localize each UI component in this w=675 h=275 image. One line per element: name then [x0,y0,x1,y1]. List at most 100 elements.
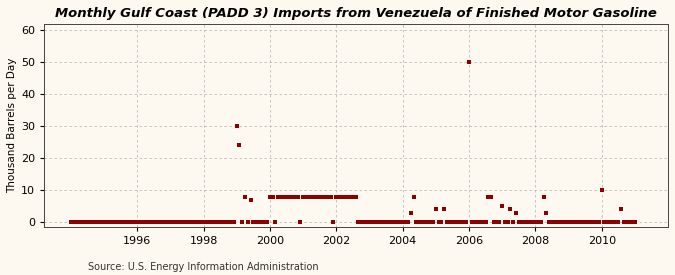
Point [422,220,433,224]
Point [350,194,361,199]
Point [353,220,364,224]
Point [386,220,397,224]
Point [497,204,508,208]
Point [85,220,96,224]
Point [217,220,228,224]
Point [574,220,585,224]
Point [176,220,187,224]
Point [549,220,560,224]
Point [621,220,632,224]
Point [373,220,383,224]
Point [192,220,203,224]
Point [262,220,273,224]
Point [450,220,460,224]
Point [555,220,566,224]
Point [486,194,497,199]
Point [146,220,157,224]
Point [348,194,358,199]
Point [630,220,641,224]
Point [588,220,599,224]
Point [290,194,300,199]
Point [323,194,333,199]
Point [154,220,165,224]
Point [204,220,215,224]
Point [516,220,527,224]
Point [602,220,613,224]
Point [464,60,475,64]
Point [308,194,319,199]
Point [109,220,120,224]
Point [295,220,306,224]
Point [522,220,533,224]
Point [71,220,82,224]
Point [76,220,87,224]
Point [284,194,295,199]
Point [583,220,593,224]
Point [248,220,259,224]
Point [403,220,414,224]
Point [408,194,419,199]
Point [530,220,541,224]
Point [159,220,170,224]
Point [245,198,256,202]
Point [383,220,394,224]
Point [182,220,192,224]
Point [137,220,148,224]
Point [68,220,79,224]
Point [300,194,311,199]
Point [505,207,516,212]
Point [212,220,223,224]
Point [237,220,248,224]
Point [593,220,604,224]
Point [118,220,129,224]
Point [400,220,411,224]
Point [333,194,344,199]
Point [392,220,402,224]
Point [173,220,184,224]
Point [317,194,328,199]
Point [345,194,356,199]
Point [151,220,162,224]
Point [608,220,618,224]
Point [234,143,245,148]
Point [436,220,447,224]
Point [439,207,450,212]
Point [225,220,236,224]
Point [510,210,521,215]
Point [93,220,104,224]
Point [441,220,452,224]
Text: Source: U.S. Energy Information Administration: Source: U.S. Energy Information Administ… [88,262,319,272]
Point [250,220,261,224]
Point [356,220,367,224]
Point [311,194,322,199]
Point [126,220,137,224]
Point [223,220,234,224]
Point [491,220,502,224]
Point [140,220,151,224]
Point [466,220,477,224]
Point [502,220,513,224]
Point [560,220,571,224]
Point [461,220,472,224]
Point [184,220,195,224]
Point [165,220,176,224]
Point [82,220,92,224]
Point [544,220,555,224]
Point [375,220,386,224]
Point [129,220,140,224]
Point [88,220,99,224]
Point [256,220,267,224]
Point [315,194,325,199]
Point [558,220,568,224]
Point [132,220,142,224]
Point [292,194,303,199]
Point [265,194,275,199]
Point [331,194,342,199]
Point [101,220,112,224]
Point [242,220,253,224]
Point [198,220,209,224]
Point [270,220,281,224]
Point [444,220,455,224]
Point [378,220,389,224]
Point [425,220,435,224]
